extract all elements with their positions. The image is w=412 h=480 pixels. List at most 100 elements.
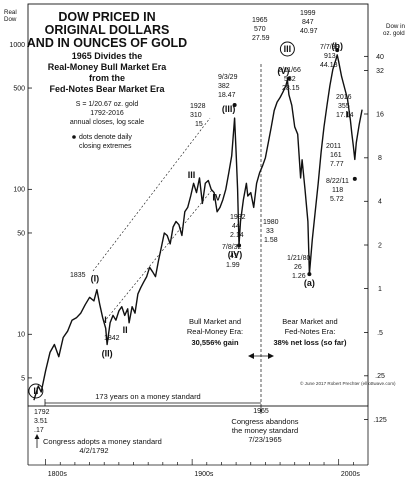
label-2011d-gold: 5.72	[330, 196, 344, 203]
label-1928-gold: 15	[195, 121, 203, 128]
bear-era-line-1: Bear Market and	[282, 317, 337, 326]
daily-extreme-points	[232, 48, 357, 277]
adopt-line-1: Congress adopts a money standard	[43, 437, 162, 446]
dots-note-line-1: dots denote daily	[79, 134, 132, 141]
label-1980-value: 33	[266, 228, 274, 235]
wave-label: III	[188, 170, 196, 180]
era-arrow-right	[268, 353, 274, 359]
right-tick-label: 16	[376, 111, 384, 118]
right-tick-label: 4	[378, 199, 382, 206]
wave-label: (b)	[331, 41, 343, 51]
left-tick-label: 1000	[9, 42, 25, 49]
series-layer	[33, 54, 363, 401]
label-start-year: 1792	[34, 409, 50, 416]
bear-era-line-2: Fed-Notes Era:	[285, 327, 336, 336]
wave-label: II	[346, 110, 351, 120]
label-1980d-date: 1/21/80	[287, 255, 310, 262]
label-1980-gold: 1.58	[264, 237, 278, 244]
subtitle-line-3: from the	[89, 73, 125, 83]
label-1932d-value: 41	[230, 253, 238, 260]
label-1999-value: 847	[302, 19, 314, 26]
label-1932-gold: 2.14	[230, 232, 244, 239]
abandon-line-1: Congress abandons	[231, 417, 298, 426]
label-1999d-value: 913	[324, 53, 336, 60]
abandon-line-2: the money standard	[232, 426, 298, 435]
wave-label: IV	[212, 193, 221, 203]
bear-era-line-3: 38% net loss (so far)	[274, 338, 347, 347]
era-arrow-left	[248, 353, 254, 359]
dow-real-money-line	[33, 54, 363, 401]
label-2011-gold: 7.77	[330, 161, 344, 168]
label-2016-gold: 17.14	[336, 112, 354, 119]
label-1999d-date: 7/7/99	[320, 44, 340, 51]
label-1966-value: 582	[284, 76, 296, 83]
label-1999d-gold: 44.18	[320, 62, 338, 69]
label-2011-value: 161	[330, 152, 342, 159]
bull-era-line-3: 30,556% gain	[191, 338, 239, 347]
label-1929-date: 9/3/29	[218, 74, 238, 81]
label-1932-value: 44	[232, 223, 240, 230]
label-1932-year: 1932	[230, 214, 246, 221]
subtitle-line-2: Real-Money Bull Market Era	[48, 62, 168, 72]
left-tick-label: 500	[13, 85, 25, 92]
label-1929-value: 382	[218, 83, 230, 90]
divider-year-label: 1965	[253, 408, 269, 415]
label-1928-year: 1928	[190, 103, 206, 110]
dots-note-bullet	[72, 135, 76, 139]
label-1966-gold: 28.15	[282, 85, 300, 92]
label-1999-gold: 40.97	[300, 28, 318, 35]
right-tick-label: 40	[376, 54, 384, 61]
subtitle-line-1: 1965 Divides the	[72, 51, 143, 61]
label-1932d-date: 7/8/32	[222, 244, 242, 251]
note-line-2: 1792-2016	[90, 110, 124, 117]
right-tick-label: 1	[378, 286, 382, 293]
credit-text: © June 2017 Robert Prechter (elliottwave…	[300, 380, 396, 386]
wave-label: (II)	[102, 349, 113, 359]
subtitle-line-4: Fed-Notes Bear Market Era	[49, 84, 165, 94]
label-1965-year: 1965	[252, 17, 268, 24]
daily-extreme-dot	[307, 272, 312, 277]
right-tick-label: 8	[378, 155, 382, 162]
label-1928-value: 310	[190, 112, 202, 119]
left-tick-label: 10	[17, 332, 25, 339]
wave-label: (III)	[222, 104, 236, 114]
label-1842: 1842	[104, 335, 120, 342]
title-line-3: AND IN OUNCES OF GOLD	[27, 36, 187, 50]
wave-label: (I)	[91, 274, 100, 284]
left-tick-label: 50	[17, 230, 25, 237]
title-line-2: ORIGINAL DOLLARS	[45, 23, 170, 37]
x-axis-ticks: 1800s 1900s 2000s	[45, 459, 361, 478]
x-tick-label: 1800s	[48, 471, 68, 478]
label-1932d-gold: 1.99	[226, 262, 240, 269]
daily-extreme-dot	[232, 102, 237, 107]
label-1980d-gold: 1.26	[292, 273, 306, 280]
wave-label-circled: II	[33, 386, 38, 396]
wave-label-circled: III	[284, 44, 292, 54]
right-tick-label: 2	[378, 242, 382, 249]
label-2016-value: 355	[338, 103, 350, 110]
note-line-1: S = 1/20.67 oz. gold	[76, 101, 139, 108]
left-tick-label: 100	[13, 187, 25, 194]
right-axis-ticks: .125 .25 .5 1 2 4 8 16 32 40	[364, 54, 387, 424]
x-tick-label: 2000s	[341, 471, 361, 478]
bull-era-line-1: Bull Market and	[189, 317, 241, 326]
right-tick-label: .25	[375, 373, 385, 380]
label-2011d-date: 8/22/11	[326, 178, 349, 185]
label-2016-year: 2016	[336, 94, 352, 101]
daily-extreme-dot	[286, 76, 291, 81]
label-1965-gold: 27.59	[252, 35, 270, 42]
money-standard-label: 173 years on a money standard	[95, 392, 200, 401]
title-line-1: DOW PRICED IN	[58, 10, 155, 24]
wave-label: I	[104, 315, 107, 325]
left-axis-label-2: Dow	[4, 16, 17, 23]
adopt-arrow-head	[34, 434, 40, 439]
label-2011d-value: 118	[332, 187, 343, 194]
label-1980-year: 1980	[263, 219, 279, 226]
label-1835: 1835	[70, 272, 86, 279]
dots-note-line-2: closing extremes	[79, 143, 132, 150]
note-line-3: annual closes, log scale	[70, 119, 144, 126]
right-axis-label-2: oz. gold	[383, 30, 405, 37]
channel-line-upper	[92, 117, 211, 272]
